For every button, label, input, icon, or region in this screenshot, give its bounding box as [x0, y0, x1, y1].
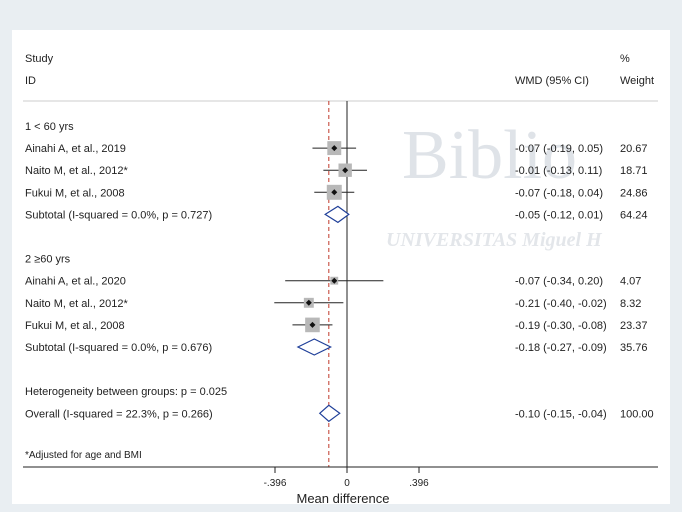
header-weight: Weight: [620, 75, 654, 87]
header-wmd: WMD (95% CI): [515, 75, 589, 87]
row-7-point: [331, 277, 338, 284]
row-10-diamond: [296, 338, 333, 356]
row-9-point: [309, 321, 316, 328]
row-3-ci-text: -0.07 (-0.18, 0.04): [515, 187, 603, 199]
row-4-weight-text: 64.24: [620, 209, 648, 221]
row-4-diamond: [324, 205, 350, 224]
header-study: Study: [25, 53, 54, 65]
row-9-label: Fukui M, et al., 2008: [25, 320, 125, 332]
header-percent: %: [620, 53, 630, 65]
row-3-weight-text: 24.86: [620, 187, 648, 199]
watermark-large: Biblio: [402, 117, 577, 194]
row-8-point: [305, 299, 312, 306]
footnote: *Adjusted for age and BMI: [25, 450, 142, 461]
row-2-ci-text: -0.01 (-0.13, 0.11): [515, 165, 602, 177]
row-10-ci-text: -0.18 (-0.27, -0.09): [515, 342, 607, 354]
plot-panel: [12, 30, 670, 504]
row-9-weight-text: 23.37: [620, 320, 648, 332]
row-4-label: Subtotal (I-squared = 0.0%, p = 0.727): [25, 209, 212, 221]
x-tick-label-2: .396: [409, 478, 429, 489]
watermark-small: UNIVERSITAS Miguel H: [386, 229, 603, 251]
row-7-weight-text: 4.07: [620, 276, 641, 288]
row-12-label: Heterogeneity between groups: p = 0.025: [25, 386, 227, 398]
row-7-ci-text: -0.07 (-0.34, 0.20): [515, 276, 603, 288]
row-1-point: [331, 145, 338, 152]
row-1-label: Ainahi A, et al., 2019: [25, 143, 126, 155]
row-2-weight-text: 18.71: [620, 165, 648, 177]
row-2-label: Naito M, et al., 2012*: [25, 165, 128, 177]
x-axis-label: Mean difference: [297, 491, 390, 506]
row-10-label: Subtotal (I-squared = 0.0%, p = 0.676): [25, 342, 212, 354]
row-3-point: [331, 189, 338, 196]
row-2-point: [342, 167, 349, 174]
row-8-weight-text: 8.32: [620, 298, 641, 310]
row-4-ci-text: -0.05 (-0.12, 0.01): [515, 209, 603, 221]
row-8-label: Naito M, et al., 2012*: [25, 298, 128, 310]
row-13-diamond: [318, 404, 341, 423]
row-7-label: Ainahi A, et al., 2020: [25, 276, 126, 288]
row-0-label: 1 < 60 yrs: [25, 121, 74, 133]
forest-rows: 1 < 60 yrs Ainahi A, et al., 2019 -0.07 (-…: [25, 121, 654, 423]
row-10-weight-text: 35.76: [620, 342, 648, 354]
x-axis-ticks: -.396 0 .396: [264, 467, 429, 489]
row-3-label: Fukui M, et al., 2008: [25, 187, 125, 199]
row-8-ci-text: -0.21 (-0.40, -0.02): [515, 298, 607, 310]
row-1-ci-text: -0.07 (-0.19, 0.05): [515, 143, 603, 155]
row-13-weight-text: 100.00: [620, 408, 654, 420]
header-id: ID: [25, 75, 36, 87]
row-9-ci-text: -0.19 (-0.30, -0.08): [515, 320, 607, 332]
x-tick-label-0: -.396: [264, 478, 287, 489]
x-tick-label-1: 0: [344, 478, 350, 489]
row-13-label: Overall (I-squared = 22.3%, p = 0.266): [25, 408, 213, 420]
row-1-weight-text: 20.67: [620, 143, 648, 155]
row-6-label: 2 ≥60 yrs: [25, 254, 71, 266]
row-13-ci-text: -0.10 (-0.15, -0.04): [515, 408, 607, 420]
